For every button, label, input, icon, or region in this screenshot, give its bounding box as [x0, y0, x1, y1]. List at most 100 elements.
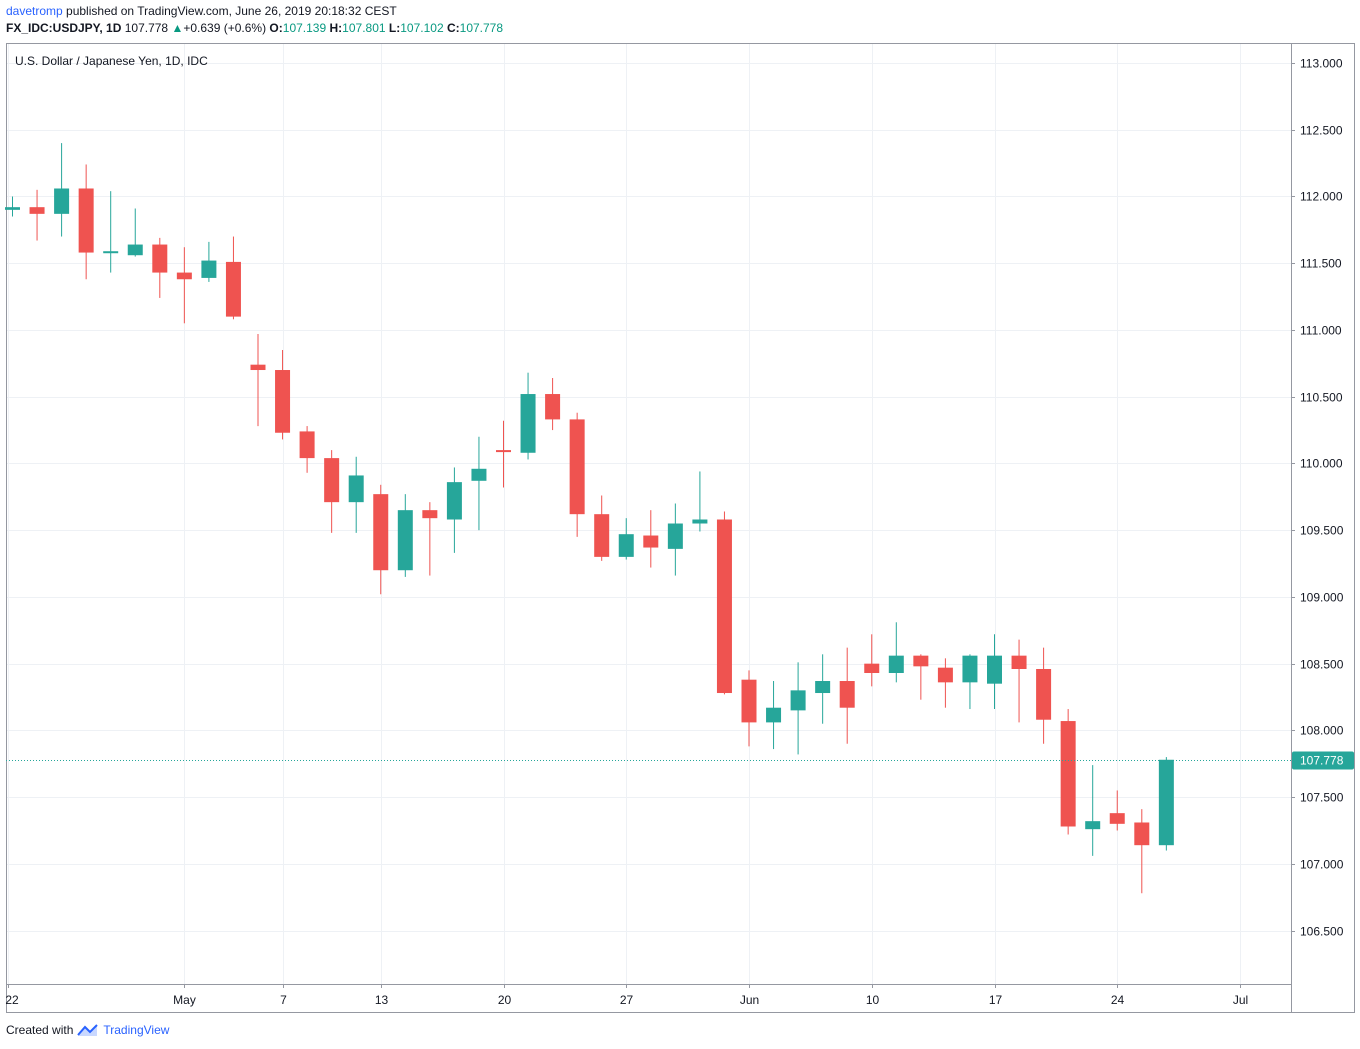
- candle-body: [766, 707, 782, 723]
- candle-body: [937, 667, 953, 683]
- candle-body: [888, 655, 904, 674]
- y-tick-label: 108.500: [1300, 658, 1344, 672]
- candle-body: [103, 251, 119, 254]
- low-value: 107.102: [400, 21, 444, 35]
- candle: [103, 191, 119, 273]
- change-text: +0.639 (+0.6%): [183, 21, 267, 35]
- tradingview-brand[interactable]: TradingView: [103, 1023, 170, 1037]
- author-link[interactable]: davetromp: [6, 4, 63, 18]
- open-value: 107.139: [282, 21, 327, 35]
- candle-body: [815, 681, 831, 694]
- candle-body: [1060, 721, 1076, 827]
- candle: [594, 495, 610, 561]
- candle-body: [78, 188, 94, 253]
- candle: [520, 372, 536, 460]
- candle-body: [176, 272, 192, 280]
- candle: [397, 494, 413, 577]
- candle: [545, 378, 561, 431]
- candle: [446, 467, 462, 553]
- y-tick-label: 109.000: [1300, 591, 1344, 605]
- y-tick-label: 111.000: [1300, 324, 1342, 338]
- symbol-info-line: FX_IDC:USDJPY, 1D 107.778 ▲+0.639 (+0.6%…: [6, 21, 503, 35]
- candle-body: [275, 370, 291, 433]
- x-tick-label: 10: [866, 993, 880, 1007]
- candle: [373, 484, 389, 595]
- y-tick-label: 110.000: [1300, 457, 1343, 471]
- candle: [54, 143, 70, 237]
- candle-body: [667, 523, 683, 549]
- candle-body: [225, 261, 241, 317]
- candle-body: [962, 655, 978, 683]
- candle-body: [1011, 655, 1027, 669]
- price-axis[interactable]: 113.000 112.500 112.000 111.500 111.000 110.5…: [1291, 57, 1344, 939]
- candle-body: [913, 655, 929, 667]
- candle: [176, 247, 192, 324]
- candle: [1036, 647, 1052, 744]
- candle: [250, 333, 266, 427]
- last-price-tag: 107.778: [1292, 751, 1354, 770]
- time-axis[interactable]: 22 May 7 13 20 27 Jun 10 17 24 Jul: [5, 984, 1248, 1007]
- candle-body: [471, 468, 487, 481]
- candle: [1134, 809, 1150, 894]
- candle: [913, 654, 929, 700]
- y-tick-label: 112.500: [1300, 124, 1343, 138]
- candle: [618, 518, 634, 560]
- created-with-text: Created with: [6, 1023, 74, 1037]
- candle: [1158, 757, 1174, 851]
- candle-body: [250, 364, 266, 371]
- candle-body: [520, 394, 536, 453]
- last-price-label: 107.778: [1300, 754, 1344, 768]
- x-tick-label: 22: [5, 993, 19, 1007]
- x-tick-label: 27: [620, 993, 634, 1007]
- x-tick-label: Jun: [740, 993, 759, 1007]
- x-tick-label: 24: [1111, 993, 1125, 1007]
- candle: [716, 511, 732, 695]
- footer: Created with TradingView: [6, 1023, 169, 1037]
- candle-body: [5, 207, 20, 210]
- candle-body: [1085, 821, 1101, 830]
- candle: [299, 426, 315, 473]
- candle-body: [201, 260, 217, 278]
- candle: [5, 196, 20, 217]
- candle: [225, 236, 241, 320]
- candle-body: [790, 690, 806, 711]
- candle-body: [446, 482, 462, 520]
- open-label: O:: [269, 21, 283, 35]
- candle-body: [496, 450, 511, 453]
- candle: [152, 237, 168, 298]
- published-text: published on TradingView.com, June 26, 2…: [62, 4, 397, 18]
- symbol-name: FX_IDC:USDJPY, 1D: [6, 21, 122, 35]
- x-tick-label: 17: [989, 993, 1003, 1007]
- y-tick-label: 111.500: [1300, 257, 1342, 271]
- candle: [471, 436, 487, 531]
- candle-body: [299, 431, 315, 459]
- y-tick-label: 112.000: [1300, 190, 1343, 204]
- candle: [569, 412, 585, 537]
- candle-body: [54, 188, 70, 214]
- candle: [201, 241, 217, 282]
- candle: [275, 349, 291, 440]
- y-tick-label: 110.500: [1300, 391, 1343, 405]
- last-price-text: 107.778: [124, 21, 169, 35]
- candle: [888, 622, 904, 683]
- candle: [815, 654, 831, 724]
- x-tick-label: Jul: [1233, 993, 1248, 1007]
- candle: [1109, 790, 1125, 831]
- candle-body: [324, 458, 340, 503]
- candle: [790, 662, 806, 755]
- candle-body: [1036, 668, 1052, 720]
- candle-body: [348, 475, 364, 503]
- candle-body: [29, 207, 45, 214]
- candle: [643, 510, 659, 568]
- candle-body: [741, 679, 757, 723]
- y-tick-label: 108.000: [1300, 724, 1344, 738]
- y-tick-label: 106.500: [1300, 925, 1344, 939]
- candle: [987, 634, 1002, 710]
- grid: [6, 43, 1291, 984]
- low-label: L:: [388, 21, 401, 35]
- candle: [1085, 765, 1101, 856]
- up-arrow-icon: ▲: [171, 21, 184, 35]
- candle: [962, 654, 978, 710]
- candle: [127, 208, 143, 257]
